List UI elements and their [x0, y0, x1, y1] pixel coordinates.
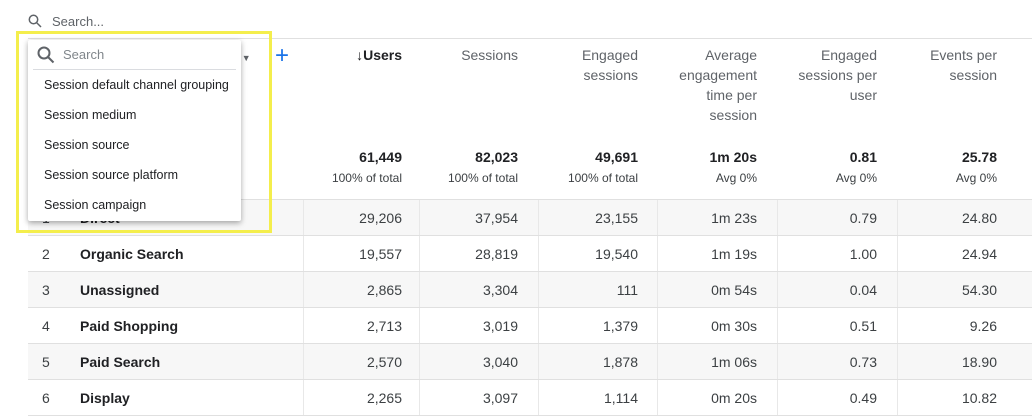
cell-value: 3,097 — [482, 390, 518, 406]
total-value: 1m 20s — [709, 149, 757, 165]
row-dimension: Unassigned — [80, 282, 160, 298]
row-index: 6 — [42, 390, 50, 406]
total-sub: 100% of total — [331, 171, 402, 185]
cell-value: 9.26 — [969, 318, 997, 334]
cell-value: 23,155 — [595, 210, 638, 226]
total-sub: 100% of total — [567, 171, 638, 185]
menu-item[interactable]: Session source — [44, 138, 130, 152]
column-total: 25.78 Avg 0% — [897, 148, 997, 185]
column-total: 0.81 Avg 0% — [777, 148, 877, 185]
column-total: 49,691 100% of total — [538, 148, 638, 185]
cell-value: 18.90 — [961, 354, 997, 370]
row-dimension: Paid Shopping — [80, 318, 178, 334]
search-icon — [37, 46, 55, 63]
table-row[interactable]: 6 Display 2,265 3,097 1,114 0m 20s 0.49 10.82 — [28, 379, 1032, 415]
total-value: 82,023 — [475, 149, 518, 165]
table-row[interactable]: 4 Paid Shopping 2,713 3,019 1,379 0m 30s 0.51 9… — [28, 307, 1032, 343]
column-header[interactable]: Sessions — [461, 47, 518, 63]
column-header[interactable]: Average engagement time per session — [679, 47, 757, 123]
menu-item[interactable]: Session medium — [44, 108, 137, 122]
row-dimension: Display — [80, 390, 130, 406]
cell-value: 29,206 — [359, 210, 402, 226]
table-search[interactable]: Search... — [28, 10, 104, 32]
total-value: 0.81 — [849, 149, 877, 165]
cell-value: 111 — [616, 282, 638, 298]
column-header[interactable]: Engaged sessions — [581, 47, 638, 83]
cell-value: 0m 20s — [711, 390, 757, 406]
cell-value: 1.00 — [849, 246, 877, 262]
row-index: 2 — [42, 246, 50, 262]
cell-value: 2,570 — [366, 354, 402, 370]
total-sub: Avg 0% — [835, 171, 877, 185]
cell-value: 2,713 — [366, 318, 402, 334]
menu-item[interactable]: Session campaign — [44, 198, 147, 212]
cell-value: 1m 19s — [711, 246, 757, 262]
menu-search-placeholder: Search — [63, 47, 105, 62]
row-dimension: Organic Search — [80, 246, 184, 262]
cell-value: 0m 30s — [711, 318, 757, 334]
caret-down-icon: ▼ — [241, 53, 251, 63]
table-row[interactable]: 2 Organic Search 19,557 28,819 19,540 1m 19s 1… — [28, 235, 1032, 271]
cell-value: 0.51 — [849, 318, 877, 334]
cell-value: 19,557 — [359, 246, 402, 262]
row-index: 3 — [42, 282, 50, 298]
cell-value: 0m 54s — [711, 282, 757, 298]
cell-value: 0.04 — [849, 282, 877, 298]
cell-value: 1,379 — [602, 318, 638, 334]
menu-item[interactable]: Session default channel grouping — [44, 78, 229, 92]
column-header[interactable]: ↓Users — [356, 47, 402, 63]
cell-value: 54.30 — [961, 282, 997, 298]
cell-value: 3,019 — [482, 318, 518, 334]
cell-value: 0.73 — [849, 354, 877, 370]
cell-value: 3,304 — [482, 282, 518, 298]
column-header[interactable]: Engaged sessions per user — [798, 47, 877, 103]
table-row[interactable]: 3 Unassigned 2,865 3,304 111 0m 54s 0.04 54.30 — [28, 271, 1032, 307]
cell-value: 0.49 — [849, 390, 877, 406]
add-dimension-button[interactable]: + — [275, 42, 290, 69]
menu-search-input[interactable]: Search — [33, 40, 236, 70]
column-total: 1m 20s Avg 0% — [657, 148, 757, 185]
column-header[interactable]: Events per session — [930, 47, 997, 83]
total-value: 61,449 — [359, 149, 402, 165]
cell-value: 24.80 — [961, 210, 997, 226]
menu-item[interactable]: Session source platform — [44, 168, 179, 182]
cell-value: 2,865 — [366, 282, 402, 298]
cell-value: 10.82 — [961, 390, 997, 406]
row-index: 4 — [42, 318, 50, 334]
row-dimension: Paid Search — [80, 354, 161, 370]
total-value: 25.78 — [961, 149, 997, 165]
search-icon — [28, 14, 42, 28]
search-placeholder: Search... — [52, 13, 105, 29]
table-row[interactable]: 5 Paid Search 2,570 3,040 1,878 1m 06s 0.73 18.… — [28, 343, 1032, 379]
cell-value: 0.79 — [849, 210, 877, 226]
column-total: 82,023 100% of total — [418, 148, 518, 185]
divider — [28, 38, 1032, 39]
total-sub: Avg 0% — [955, 171, 997, 185]
row-index: 5 — [42, 354, 50, 370]
cell-value: 1m 23s — [711, 210, 757, 226]
total-sub: 100% of total — [447, 171, 518, 185]
column-total: 61,449 100% of total — [302, 148, 402, 185]
cell-value: 2,265 — [366, 390, 402, 406]
cell-value: 28,819 — [475, 246, 518, 262]
total-value: 49,691 — [595, 149, 638, 165]
cell-value: 24.94 — [961, 246, 997, 262]
dimension-menu: Search Session default channel grouping S… — [28, 40, 241, 221]
total-sub: Avg 0% — [715, 171, 757, 185]
cell-value: 1m 06s — [711, 354, 757, 370]
cell-value: 37,954 — [475, 210, 518, 226]
cell-value: 1,878 — [602, 354, 638, 370]
cell-value: 3,040 — [482, 354, 518, 370]
cell-value: 19,540 — [595, 246, 638, 262]
cell-value: 1,114 — [604, 390, 638, 406]
